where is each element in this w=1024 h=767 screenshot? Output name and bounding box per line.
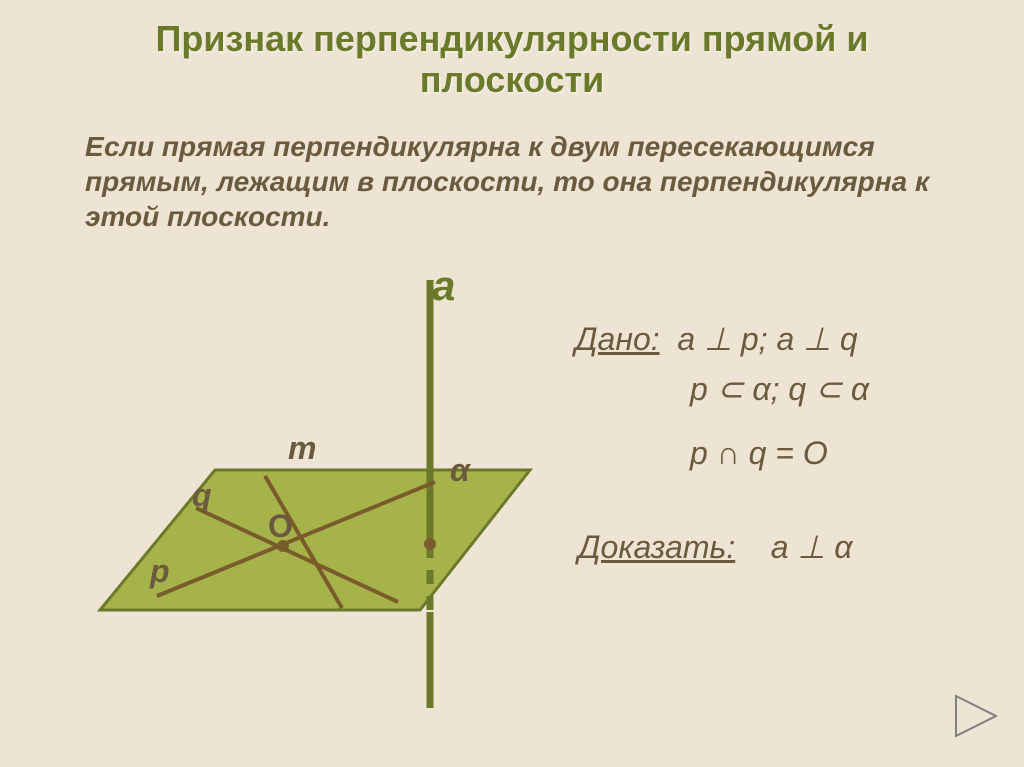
given-label: Дано: [575,321,660,357]
label-q: q [192,477,212,514]
prove-expr: a ⊥ α [771,529,853,565]
label-m: m [288,430,316,467]
label-alpha: α [450,452,470,489]
given-line-2: p ⊂ α; q ⊂ α [690,370,869,408]
label-a: а [432,262,455,310]
label-p: p [150,553,170,590]
given-line-3: p ∩ q = O [690,435,828,472]
given-line-1: Дано: a ⊥ p; a ⊥ q [575,320,858,358]
triangle-right-icon [950,690,1002,742]
title-line-1: Признак перпендикулярности прямой и [155,18,868,59]
prove-label: Доказать: [578,529,735,565]
title-line-2: плоскости [420,59,605,100]
next-slide-button[interactable] [950,690,1002,747]
slide-title: Признак перпендикулярности прямой и плос… [0,0,1024,101]
theorem-text: Если прямая перпендикулярна к двум перес… [0,101,1024,234]
geometry-diagram [40,260,560,720]
given-expr-1: a ⊥ p; a ⊥ q [677,321,857,357]
prove-line: Доказать: a ⊥ α [578,528,852,566]
diagram-svg [40,260,560,720]
label-O: О [268,508,293,545]
